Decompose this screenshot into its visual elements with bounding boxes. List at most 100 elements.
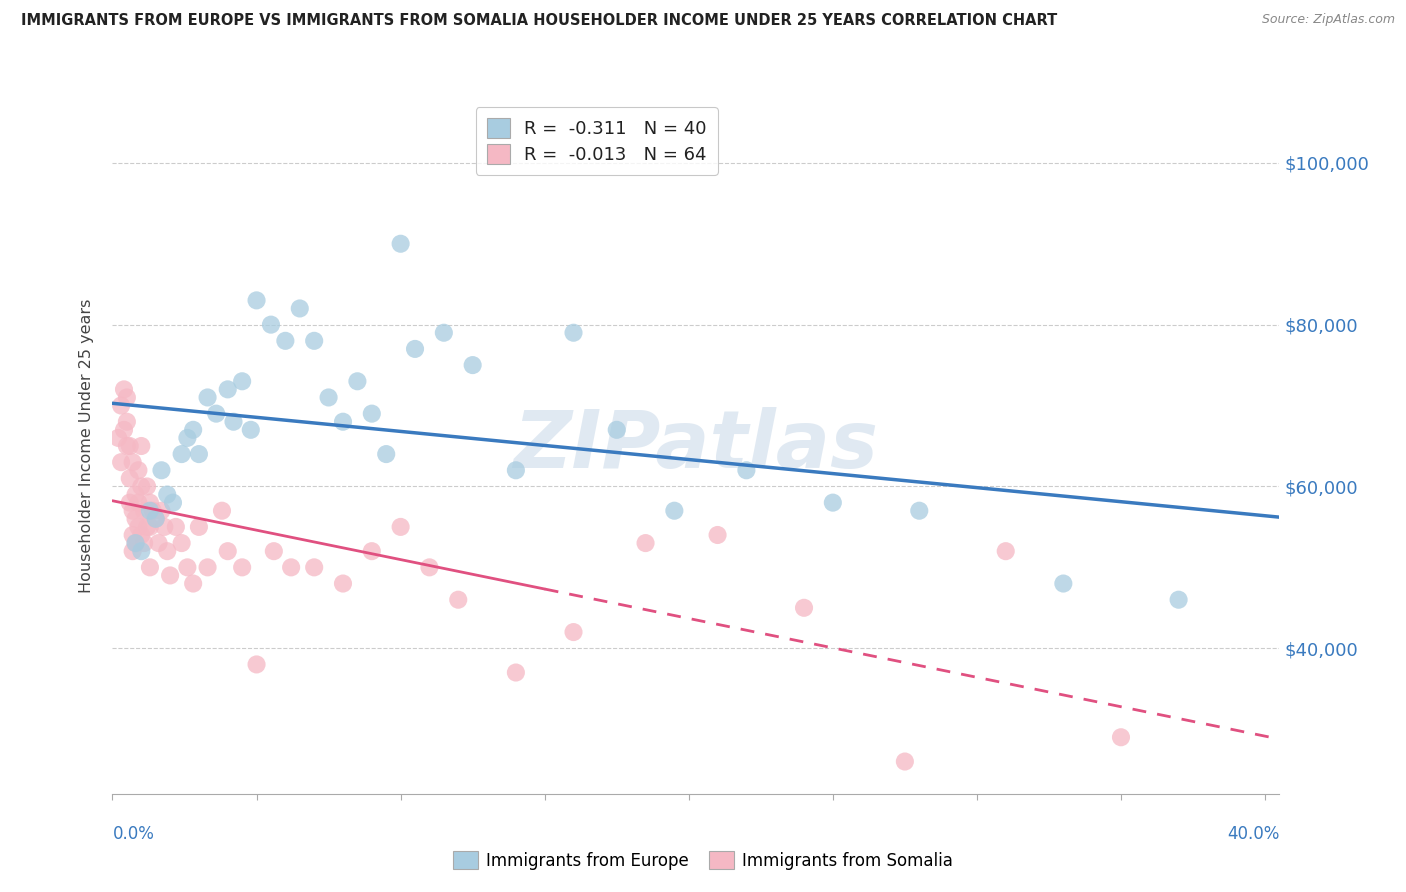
Point (124, 512, 146, 526)
Point (375, 447, 398, 461)
Point (145, 512, 167, 526)
Point (112, 423, 135, 437)
Point (302, 334, 325, 348)
Point (139, 495, 162, 509)
Point (332, 415, 354, 429)
Point (346, 374, 368, 388)
Legend: Immigrants from Europe, Immigrants from Somalia: Immigrants from Europe, Immigrants from … (446, 845, 960, 877)
Point (389, 236, 412, 251)
Text: 40.0%: 40.0% (1227, 825, 1279, 843)
Point (1052, 576, 1074, 591)
Text: IMMIGRANTS FROM EUROPE VS IMMIGRANTS FROM SOMALIA HOUSEHOLDER INCOME UNDER 25 YE: IMMIGRANTS FROM EUROPE VS IMMIGRANTS FRO… (21, 13, 1057, 29)
Point (302, 560, 325, 574)
Point (274, 334, 297, 348)
Point (121, 504, 143, 518)
Point (562, 326, 585, 340)
Point (121, 544, 143, 558)
Point (124, 487, 146, 501)
Point (222, 415, 245, 429)
Point (263, 544, 285, 558)
Point (821, 495, 844, 509)
Point (735, 463, 758, 477)
Point (217, 544, 239, 558)
Point (110, 399, 132, 413)
Point (239, 423, 262, 437)
Point (505, 463, 527, 477)
Point (107, 431, 129, 445)
Point (134, 536, 156, 550)
Point (127, 520, 149, 534)
Point (176, 431, 198, 445)
Point (908, 504, 931, 518)
Point (288, 301, 311, 316)
Point (994, 544, 1017, 558)
Point (894, 755, 917, 769)
Point (121, 528, 143, 542)
Point (706, 528, 728, 542)
Point (139, 504, 162, 518)
Point (139, 520, 162, 534)
Point (136, 520, 159, 534)
Point (562, 625, 585, 640)
Text: 0.0%: 0.0% (112, 825, 155, 843)
Point (148, 536, 170, 550)
Point (205, 407, 228, 421)
Point (170, 536, 193, 550)
Point (245, 657, 267, 672)
Point (634, 536, 657, 550)
Point (129, 544, 152, 558)
Point (360, 544, 382, 558)
Point (162, 495, 184, 509)
Y-axis label: Householder Income Under 25 years: Householder Income Under 25 years (79, 299, 94, 593)
Text: Source: ZipAtlas.com: Source: ZipAtlas.com (1261, 13, 1395, 27)
Point (134, 504, 156, 518)
Point (153, 520, 176, 534)
Point (176, 560, 198, 574)
Point (360, 407, 382, 421)
Point (1109, 731, 1132, 745)
Point (664, 504, 686, 518)
Point (231, 374, 253, 388)
Point (165, 520, 187, 534)
Point (127, 463, 149, 477)
Point (245, 293, 267, 308)
Point (211, 504, 233, 518)
Point (129, 479, 152, 493)
Point (187, 447, 209, 461)
Point (1167, 592, 1189, 607)
Point (404, 342, 426, 356)
Point (447, 592, 470, 607)
Point (433, 326, 456, 340)
Point (318, 391, 340, 405)
Point (136, 479, 159, 493)
Point (170, 447, 193, 461)
Point (150, 504, 173, 518)
Point (159, 568, 181, 582)
Point (461, 358, 484, 372)
Point (112, 383, 135, 397)
Point (217, 383, 239, 397)
Point (389, 520, 412, 534)
Point (150, 463, 173, 477)
Point (181, 423, 204, 437)
Point (118, 439, 141, 453)
Point (129, 439, 152, 453)
Point (118, 495, 141, 509)
Point (332, 576, 354, 591)
Point (260, 318, 283, 332)
Point (124, 536, 146, 550)
Point (793, 600, 815, 615)
Point (280, 560, 302, 574)
Point (197, 560, 219, 574)
Point (115, 415, 138, 429)
Point (145, 512, 167, 526)
Point (129, 528, 152, 542)
Point (231, 560, 253, 574)
Point (156, 487, 179, 501)
Point (118, 471, 141, 485)
Point (187, 520, 209, 534)
Point (127, 495, 149, 509)
Point (181, 576, 204, 591)
Point (115, 391, 138, 405)
Point (115, 439, 138, 453)
